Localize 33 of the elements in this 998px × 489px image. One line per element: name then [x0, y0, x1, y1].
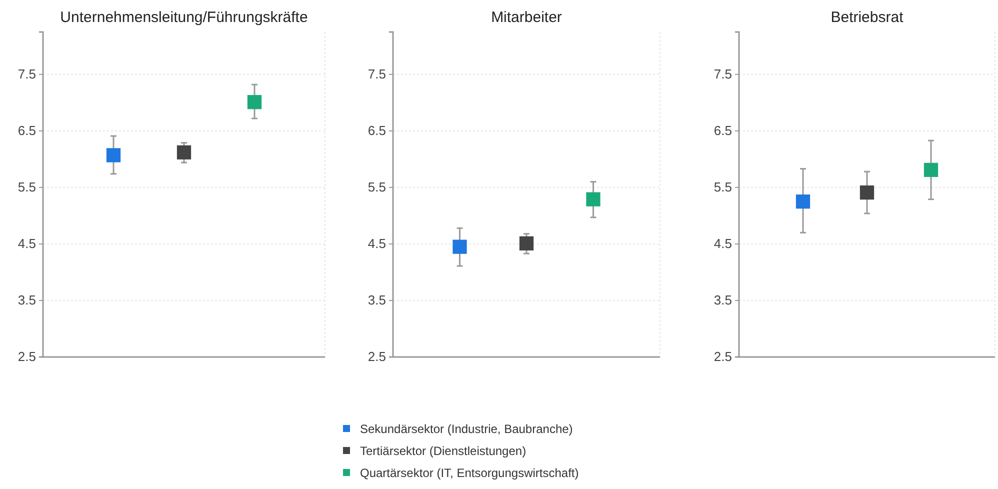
y-tick-label: 6.5: [18, 123, 36, 138]
point: [176, 145, 192, 160]
point: [106, 148, 121, 162]
y-tick-label: 7.5: [714, 66, 732, 82]
legend-label: Quartärsektor (IT, Entsorgungswirtschaft): [360, 466, 579, 480]
y-tick-label: 4.5: [368, 236, 386, 252]
y-tick-label: 3.5: [18, 292, 36, 308]
y-tick-label: 5.5: [714, 180, 732, 195]
y-tick-label: 4.5: [18, 236, 36, 252]
y-tick-label: 2.5: [714, 349, 732, 364]
y-tick-label: 4.5: [714, 236, 732, 252]
y-tick-label: 5.5: [18, 180, 36, 195]
y-tick-label: 2.5: [18, 349, 36, 364]
point: [452, 240, 467, 254]
y-tick-label: 6.5: [714, 123, 732, 138]
y-tick-label: 2.5: [368, 349, 386, 364]
point: [796, 194, 810, 209]
chart-title: Betriebsrat: [830, 9, 904, 26]
point: [247, 95, 262, 110]
y-tick-label: 5.5: [368, 180, 386, 195]
y-tick-label: 6.5: [368, 123, 386, 138]
point: [586, 192, 600, 206]
point: [924, 162, 938, 177]
point: [860, 185, 874, 200]
y-tick-label: 3.5: [714, 292, 732, 308]
y-tick-label: 7.5: [18, 66, 36, 82]
y-tick-label: 3.5: [368, 292, 386, 308]
point: [519, 236, 534, 250]
legend-label: Sekundärsektor (Industrie, Baubranche): [360, 422, 573, 436]
chart-title: Unternehmensleitung/Führungskräfte: [60, 9, 308, 26]
y-tick-label: 7.5: [368, 66, 386, 82]
chart-title: Mitarbeiter: [491, 9, 562, 26]
legend-label: Tertiärsektor (Dienstleistungen): [360, 444, 526, 458]
